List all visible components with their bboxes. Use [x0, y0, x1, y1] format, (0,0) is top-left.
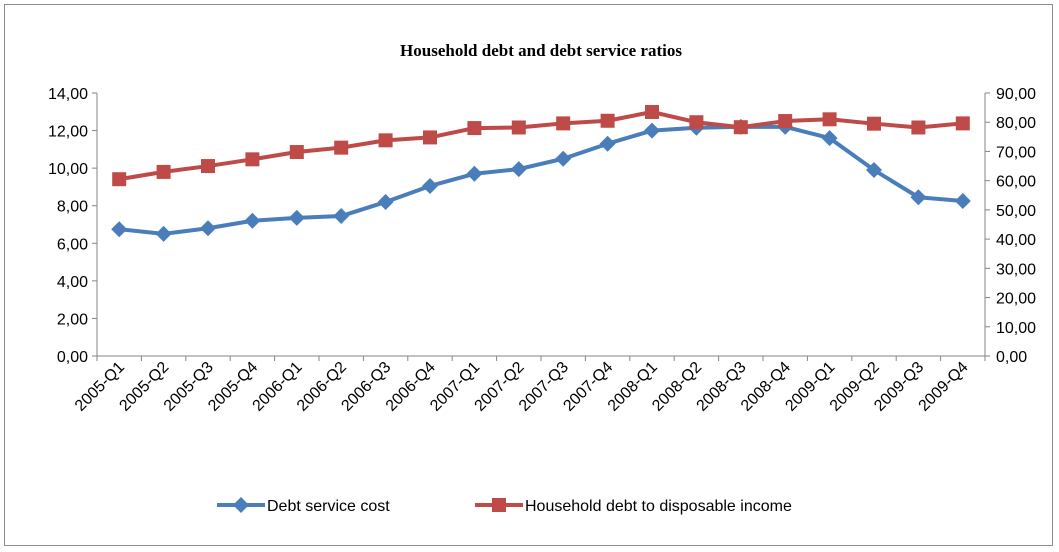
series-1-line — [118, 124, 963, 236]
series-2-line — [118, 109, 963, 182]
series-2-point — [511, 120, 526, 135]
legend-marker-1 — [233, 497, 249, 513]
series-2-point — [156, 164, 171, 179]
y-left-tick-label: 12,00 — [48, 124, 88, 141]
series-2-point — [867, 116, 881, 131]
chart-title: Household debt and debt service ratios — [400, 41, 682, 60]
series-1-point — [510, 161, 527, 178]
chart-area: Household debt and debt service ratios 0… — [4, 4, 1053, 546]
series-2-point — [423, 130, 437, 145]
y-right-tick-label: 70,00 — [996, 144, 1036, 161]
series-2-point — [334, 140, 349, 155]
legend-marker-2 — [492, 498, 506, 512]
series-2-point — [201, 159, 215, 174]
series-layer — [111, 104, 971, 242]
series-1-point — [599, 135, 616, 152]
series-2-point — [911, 120, 926, 135]
series-2 — [112, 104, 970, 187]
series-1-point — [555, 150, 572, 167]
series-1-point — [288, 209, 305, 226]
series-2-point — [378, 133, 393, 148]
series-1 — [111, 118, 971, 242]
series-2-point — [689, 115, 704, 130]
series-1-point — [377, 193, 394, 210]
line-chart: Household debt and debt service ratios 0… — [48, 41, 1036, 515]
series-1-point — [200, 220, 216, 237]
y-right-tick-label: 10,00 — [996, 320, 1036, 337]
series-2-point — [556, 116, 571, 131]
y-right-tick-label: 30,00 — [996, 261, 1036, 278]
series-1-point — [954, 193, 971, 210]
series-2-point — [600, 113, 615, 128]
series-1-point — [910, 189, 927, 206]
y-right-tick-label: 60,00 — [996, 174, 1036, 191]
series-2-point — [112, 172, 127, 187]
series-1-point — [821, 130, 838, 147]
y-right-tick-label: 0,00 — [996, 349, 1027, 366]
series-2-point — [467, 121, 482, 136]
axes: 0,00 2,00 4,00 6,00 8,00 10,00 12,00 14,00 0,00 1… — [48, 86, 1036, 415]
y-left-tick-label: 10,00 — [48, 161, 88, 178]
y-left-tick-label: 6,00 — [57, 236, 88, 253]
series-2-point — [289, 145, 304, 160]
series-1-point — [422, 177, 438, 194]
series-1-point — [644, 122, 660, 139]
y-right-tick-label: 40,00 — [996, 232, 1036, 249]
y-right-tick-label: 50,00 — [996, 203, 1036, 220]
y-right-tick-label: 20,00 — [996, 291, 1036, 308]
series-2-point — [245, 152, 260, 167]
series-1-point — [155, 225, 172, 242]
series-2-point — [733, 120, 748, 135]
y-left-tick-label: 4,00 — [57, 274, 88, 291]
series-2-point — [645, 104, 659, 119]
legend-label-2: Household debt to disposable income — [525, 498, 792, 515]
x-tick-label: 2009-Q4 — [916, 359, 972, 415]
series-1-point — [111, 221, 128, 238]
series-2-point — [955, 116, 970, 131]
y-left-tick-label: 8,00 — [57, 199, 88, 216]
series-1-point — [466, 165, 483, 182]
series-1-point — [244, 212, 261, 229]
series-2-point — [822, 112, 837, 127]
legend: Debt service cost Household debt to dispo… — [217, 497, 792, 515]
series-1-point — [866, 162, 882, 179]
legend-label-1: Debt service cost — [267, 498, 390, 515]
y-left-tick-label: 2,00 — [57, 311, 88, 328]
series-1-point — [333, 208, 350, 225]
y-left-tick-label: 0,00 — [57, 349, 88, 366]
y-left-tick-label: 14,00 — [48, 86, 88, 103]
y-right-tick-label: 80,00 — [996, 115, 1036, 132]
series-2-point — [778, 114, 793, 129]
y-right-tick-label: 90,00 — [996, 86, 1036, 103]
